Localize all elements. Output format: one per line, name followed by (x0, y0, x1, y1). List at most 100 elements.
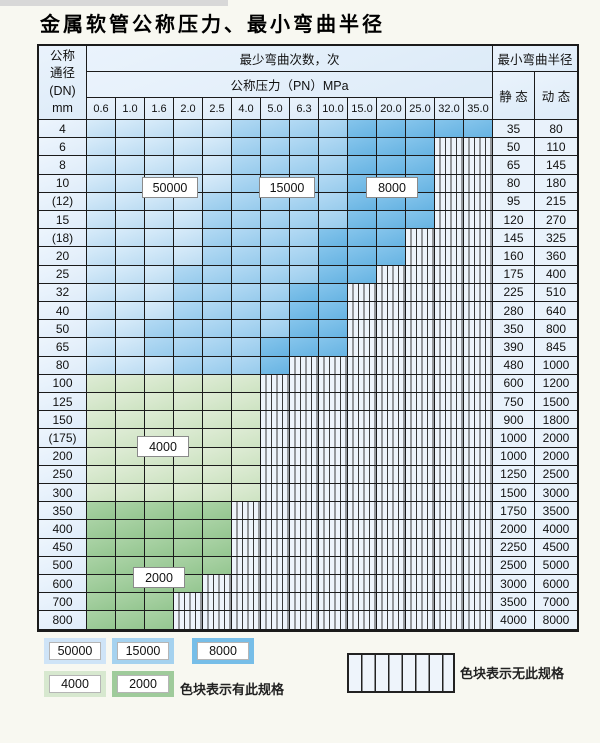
spec-cell (290, 265, 319, 284)
spec-cell (116, 356, 145, 375)
no-spec-cell (377, 393, 406, 412)
spec-cell (203, 174, 232, 193)
no-spec-cell (290, 356, 319, 375)
no-spec-cell (406, 283, 435, 303)
spec-cell (232, 447, 261, 466)
dynamic-radius-cell: 270 (535, 211, 577, 230)
no-spec-cell (435, 356, 464, 375)
no-spec-cell (435, 156, 464, 175)
spec-cell (232, 156, 261, 175)
no-spec-cell (261, 374, 290, 394)
spec-cell (203, 484, 232, 503)
no-spec-cell (464, 575, 493, 594)
static-radius-cell: 1750 (493, 502, 535, 521)
spec-cell (87, 120, 116, 139)
dynamic-radius-cell: 3500 (535, 502, 577, 521)
dynamic-radius-cell: 4000 (535, 520, 577, 539)
spec-cell (145, 356, 174, 375)
static-radius-cell: 350 (493, 320, 535, 339)
no-spec-cell (464, 520, 493, 539)
dn-cell: 65 (39, 338, 87, 357)
spec-cell (348, 265, 377, 284)
spec-cell (290, 320, 319, 339)
legend-swatch-label: 4000 (49, 675, 101, 693)
static-radius-cell: 1500 (493, 484, 535, 503)
no-spec-cell (377, 283, 406, 303)
spec-cell (116, 247, 145, 266)
spec-cell (203, 393, 232, 412)
no-spec-cell (406, 320, 435, 339)
spec-cell (145, 502, 174, 521)
no-spec-cell (261, 429, 290, 448)
static-radius-cell: 65 (493, 156, 535, 175)
no-spec-cell (464, 465, 493, 485)
pressure-header: 公称压力（PN）MPa (87, 72, 493, 98)
spec-cell (174, 338, 203, 357)
no-spec-cell (464, 138, 493, 157)
spec-cell (319, 192, 348, 212)
dn-cell: 25 (39, 265, 87, 284)
no-spec-cell (406, 484, 435, 503)
no-spec-cell (348, 520, 377, 539)
no-spec-cell (464, 611, 493, 630)
dn-cell: 300 (39, 484, 87, 503)
spec-cell (116, 338, 145, 357)
no-spec-cell (435, 211, 464, 230)
no-spec-cell (319, 593, 348, 612)
spec-cell (145, 411, 174, 430)
no-spec-cell (319, 502, 348, 521)
legend-swatch-15000: 15000 (112, 638, 174, 664)
no-spec-cell (290, 484, 319, 503)
legend-no-spec-text: 色块表示无此规格 (460, 666, 565, 681)
dn-cell: 250 (39, 465, 87, 485)
static-header: 静 态 (493, 72, 535, 120)
spec-cell (87, 283, 116, 303)
spec-cell (232, 356, 261, 375)
dn-header-line: 公称 (49, 49, 75, 64)
spec-cell (290, 283, 319, 303)
dn-cell: 100 (39, 374, 87, 394)
spec-cell (87, 538, 116, 557)
no-spec-cell (464, 484, 493, 503)
dynamic-radius-cell: 180 (535, 174, 577, 193)
no-spec-cell (348, 302, 377, 321)
spec-cell (145, 265, 174, 284)
dn-cell: 32 (39, 283, 87, 303)
no-spec-cell (406, 502, 435, 521)
spec-cell (87, 447, 116, 466)
spec-cell (203, 120, 232, 139)
spec-cell (232, 374, 261, 394)
no-spec-cell (377, 538, 406, 557)
no-spec-cell (406, 247, 435, 266)
no-spec-cell (464, 356, 493, 375)
dn-cell: 200 (39, 447, 87, 466)
spec-cell (319, 138, 348, 157)
no-spec-cell (290, 429, 319, 448)
no-spec-cell (348, 283, 377, 303)
dynamic-radius-cell: 4500 (535, 538, 577, 557)
spec-cell (232, 174, 261, 193)
spec-cell (174, 283, 203, 303)
no-spec-cell (319, 611, 348, 630)
spec-cell (261, 320, 290, 339)
no-spec-cell (464, 302, 493, 321)
spec-cell (203, 356, 232, 375)
spec-cell (174, 211, 203, 230)
no-spec-cell (290, 556, 319, 576)
no-spec-cell (464, 593, 493, 612)
no-spec-cell (174, 593, 203, 612)
no-spec-cell (203, 611, 232, 630)
spec-cell (319, 247, 348, 266)
dn-cell: (18) (39, 229, 87, 248)
dn-cell: 700 (39, 593, 87, 612)
spec-cell (261, 283, 290, 303)
spec-cell (87, 320, 116, 339)
no-spec-cell (406, 429, 435, 448)
no-spec-cell (348, 465, 377, 485)
no-spec-cell (406, 593, 435, 612)
no-spec-cell (464, 393, 493, 412)
no-spec-cell (406, 538, 435, 557)
radius-header: 最小弯曲半径 (493, 46, 577, 72)
dynamic-header: 动 态 (535, 72, 577, 120)
no-spec-cell (319, 429, 348, 448)
